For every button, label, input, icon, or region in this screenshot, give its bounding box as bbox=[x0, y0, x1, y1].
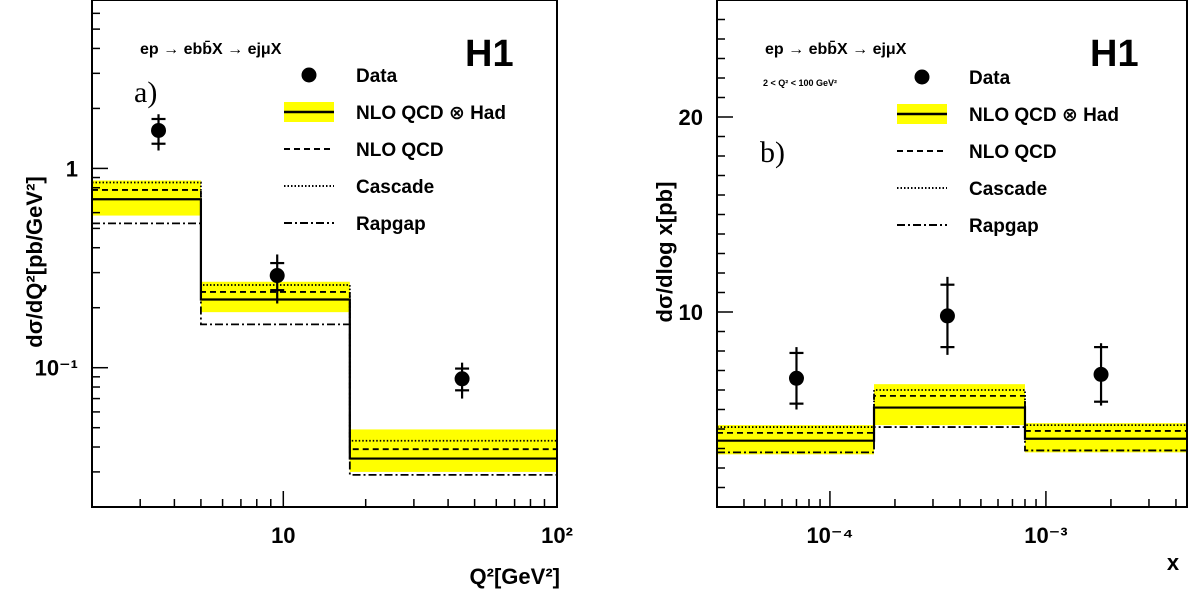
x-tick-label: 10⁻³ bbox=[1024, 523, 1067, 548]
series-line-dashdot bbox=[92, 222, 557, 476]
y-tick-label: 10 bbox=[679, 300, 703, 325]
process-label: ep → ebb̄X → ejμX bbox=[140, 39, 282, 58]
x-axis-title: x bbox=[1167, 550, 1180, 575]
legend-marker-data bbox=[914, 69, 930, 85]
plot-frame bbox=[91, 0, 558, 508]
data-point bbox=[151, 122, 167, 138]
series-line-dashed bbox=[717, 394, 1187, 434]
legend-label: Data bbox=[356, 66, 398, 87]
x-tick-label: 10⁻⁴ bbox=[806, 523, 853, 548]
data-point bbox=[788, 370, 804, 386]
legend-label: Rapgap bbox=[356, 214, 426, 235]
data-point bbox=[1093, 366, 1109, 382]
x-axis-title: Q²[GeV²] bbox=[470, 564, 560, 589]
cut-label: 2 < Q² < 100 GeV² bbox=[763, 78, 837, 88]
legend-label: Cascade bbox=[969, 179, 1047, 200]
process-label: ep → ebb̄X → ejμX bbox=[765, 39, 907, 58]
y-tick-label: 1 bbox=[66, 156, 78, 181]
series-line-dotted bbox=[92, 181, 557, 442]
uncertainty-band bbox=[92, 180, 201, 216]
panel-a: ep → ebb̄X → ejμX H1 a) dσ/dQ²[pb/GeV²] … bbox=[22, 0, 573, 589]
y-axis-title: dσ/dQ²[pb/GeV²] bbox=[22, 176, 47, 347]
series-line-solid bbox=[92, 198, 557, 460]
x-tick-label: 10 bbox=[271, 523, 295, 548]
legend-label: NLO QCD ⊗ Had bbox=[356, 103, 506, 124]
uncertainty-band bbox=[200, 281, 350, 313]
legend-label: NLO QCD bbox=[356, 140, 444, 161]
uncertainty-band bbox=[349, 429, 557, 472]
y-axis-title: dσ/dlog x[pb] bbox=[652, 182, 677, 323]
legend-label: NLO QCD bbox=[969, 142, 1057, 163]
data-point bbox=[454, 371, 470, 387]
experiment-label: H1 bbox=[1090, 33, 1139, 75]
panel-label: a) bbox=[134, 76, 157, 109]
uncertainty-band bbox=[874, 384, 1025, 426]
y-tick-label: 20 bbox=[679, 105, 703, 130]
data-point bbox=[269, 268, 285, 284]
series-line-dotted bbox=[717, 389, 1187, 428]
series-line-dashed bbox=[92, 189, 557, 451]
y-tick-label: 10⁻¹ bbox=[35, 356, 78, 381]
legend-marker-data bbox=[301, 67, 317, 83]
series-line-solid bbox=[717, 406, 1187, 442]
panel-b: ep → ebb̄X → ejμX 2 < Q² < 100 GeV² H1 b… bbox=[652, 0, 1188, 575]
legend-label: Data bbox=[969, 68, 1011, 89]
experiment-label: H1 bbox=[465, 33, 514, 75]
legend-label: Rapgap bbox=[969, 216, 1039, 237]
legend-label: Cascade bbox=[356, 177, 434, 198]
data-point bbox=[939, 308, 955, 324]
x-tick-label: 10² bbox=[541, 523, 573, 548]
series-line-dashdot bbox=[717, 426, 1187, 454]
legend-label: NLO QCD ⊗ Had bbox=[969, 105, 1119, 126]
panel-label: b) bbox=[760, 136, 785, 169]
